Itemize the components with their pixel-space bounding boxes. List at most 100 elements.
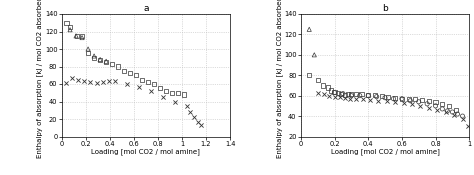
Point bbox=[445, 104, 453, 107]
Point bbox=[314, 79, 321, 82]
Point bbox=[63, 21, 70, 24]
Title: b: b bbox=[382, 4, 388, 13]
Point bbox=[464, 125, 471, 128]
Point bbox=[371, 93, 379, 96]
Point bbox=[454, 113, 461, 116]
Point bbox=[450, 114, 458, 117]
Point bbox=[84, 48, 92, 50]
Point bbox=[337, 92, 345, 95]
Point bbox=[444, 110, 451, 112]
Point bbox=[384, 95, 392, 98]
Point bbox=[432, 104, 439, 107]
Point bbox=[127, 71, 134, 74]
Point bbox=[358, 92, 365, 95]
Point bbox=[145, 81, 152, 84]
Point bbox=[66, 28, 74, 31]
Point bbox=[328, 89, 335, 92]
Point bbox=[418, 98, 426, 101]
Point bbox=[331, 91, 338, 94]
Point bbox=[78, 36, 86, 39]
Point bbox=[114, 65, 122, 68]
Y-axis label: Enthalpy of absorption [kJ / mol CO2 absorbed]: Enthalpy of absorption [kJ / mol CO2 abs… bbox=[36, 0, 44, 158]
Point bbox=[174, 91, 182, 94]
Point bbox=[91, 55, 98, 57]
Point bbox=[425, 99, 433, 102]
Point bbox=[392, 96, 399, 99]
Point bbox=[187, 111, 194, 113]
Point bbox=[96, 59, 104, 62]
Point bbox=[353, 92, 360, 95]
Point bbox=[442, 111, 449, 113]
Point bbox=[135, 85, 142, 88]
Point bbox=[111, 80, 118, 83]
Point bbox=[334, 91, 342, 94]
Point bbox=[63, 82, 70, 85]
Point bbox=[331, 95, 338, 98]
Point bbox=[353, 97, 360, 100]
Point bbox=[102, 60, 110, 63]
Point bbox=[147, 90, 155, 92]
Point bbox=[425, 107, 433, 109]
Point bbox=[319, 84, 327, 87]
Point bbox=[408, 102, 416, 105]
Title: a: a bbox=[143, 4, 148, 13]
Point bbox=[109, 62, 116, 65]
Point bbox=[171, 100, 179, 103]
Point bbox=[378, 94, 385, 97]
Point bbox=[169, 91, 176, 94]
Point bbox=[415, 100, 422, 103]
Point bbox=[93, 82, 100, 85]
Point bbox=[99, 81, 106, 84]
Point bbox=[341, 93, 348, 96]
Point bbox=[326, 94, 333, 97]
Point bbox=[438, 102, 446, 105]
X-axis label: Loading [mol CO2 / mol amine]: Loading [mol CO2 / mol amine] bbox=[330, 148, 439, 155]
Point bbox=[159, 96, 166, 99]
Point bbox=[96, 58, 104, 61]
Point bbox=[190, 116, 198, 119]
Point bbox=[181, 93, 188, 96]
Point bbox=[346, 97, 354, 100]
Point bbox=[365, 94, 372, 97]
Point bbox=[432, 100, 439, 103]
Point bbox=[91, 56, 98, 59]
Point bbox=[102, 61, 110, 64]
Point bbox=[78, 34, 86, 37]
Point bbox=[120, 69, 128, 72]
Point bbox=[324, 86, 331, 89]
Point bbox=[194, 120, 201, 123]
Point bbox=[407, 99, 414, 102]
Point bbox=[390, 97, 397, 100]
Point bbox=[381, 96, 389, 99]
Point bbox=[374, 99, 382, 102]
Point bbox=[72, 34, 80, 37]
Point bbox=[398, 97, 406, 100]
Point bbox=[69, 76, 76, 79]
Point bbox=[433, 108, 441, 111]
Point bbox=[356, 94, 364, 97]
Point bbox=[417, 104, 424, 107]
Point bbox=[314, 91, 321, 94]
Point bbox=[81, 80, 88, 83]
Point bbox=[359, 97, 367, 100]
Point bbox=[344, 92, 352, 95]
Point bbox=[132, 74, 140, 77]
Point bbox=[84, 52, 92, 55]
Point bbox=[392, 100, 399, 103]
Point bbox=[400, 102, 407, 104]
Point bbox=[459, 118, 466, 121]
Point bbox=[373, 95, 381, 98]
Point bbox=[305, 74, 313, 77]
Point bbox=[459, 115, 466, 117]
Point bbox=[339, 92, 346, 95]
Point bbox=[87, 81, 94, 84]
X-axis label: Loading [mol CO2 / mol amine]: Loading [mol CO2 / mol amine] bbox=[91, 148, 201, 155]
Point bbox=[448, 111, 456, 113]
Point bbox=[341, 96, 348, 99]
Point bbox=[138, 78, 146, 81]
Point bbox=[331, 90, 338, 93]
Point bbox=[405, 97, 412, 100]
Point bbox=[452, 108, 460, 111]
Point bbox=[183, 104, 191, 107]
Point bbox=[336, 95, 343, 98]
